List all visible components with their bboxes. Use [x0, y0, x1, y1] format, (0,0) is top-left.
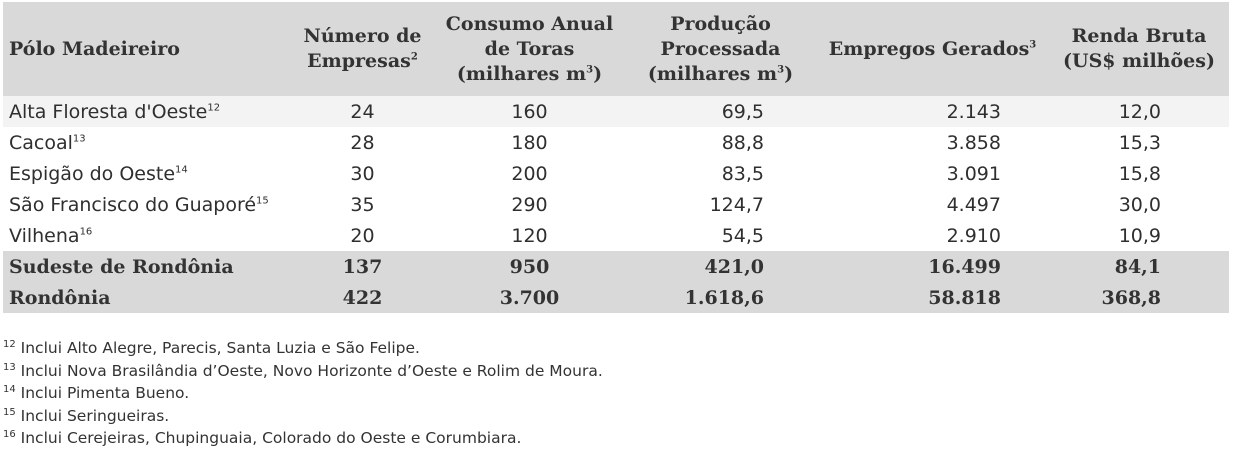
- cell-empregos: 3.091: [816, 158, 1049, 189]
- cell-producao: 83,5: [625, 158, 816, 189]
- cell-renda: 84,1: [1049, 251, 1229, 282]
- cell-empregos: 16.499: [816, 251, 1049, 282]
- total-row-sudeste: Sudeste de Rondônia 137 950 421,0 16.499…: [3, 251, 1229, 282]
- cell-renda: 12,0: [1049, 96, 1229, 127]
- footnote: 12 Inclui Alto Alegre, Parecis, Santa Lu…: [3, 338, 420, 357]
- table-row: Espigão do Oeste14 30 200 83,5 3.091 15,…: [3, 158, 1229, 189]
- cell-name: São Francisco do Guaporé15: [3, 189, 291, 220]
- cell-empresas: 422: [291, 282, 434, 313]
- cell-empresas: 35: [291, 189, 434, 220]
- cell-name: Alta Floresta d'Oeste12: [3, 96, 291, 127]
- cell-consumo: 3.700: [434, 282, 625, 313]
- cell-name: Espigão do Oeste14: [3, 158, 291, 189]
- cell-empregos: 2.910: [816, 220, 1049, 251]
- cell-name: Vilhena16: [3, 220, 291, 251]
- cell-producao: 69,5: [625, 96, 816, 127]
- cell-name: Sudeste de Rondônia: [3, 251, 291, 282]
- footnote: 13 Inclui Nova Brasilândia d’Oeste, Novo…: [3, 361, 603, 380]
- cell-consumo: 290: [434, 189, 625, 220]
- cell-empresas: 137: [291, 251, 434, 282]
- cell-producao: 54,5: [625, 220, 816, 251]
- cell-empregos: 4.497: [816, 189, 1049, 220]
- header-consumo: Consumo Anual de Toras (milhares m3): [434, 2, 625, 96]
- cell-empregos: 3.858: [816, 127, 1049, 158]
- table-row: Cacoal13 28 180 88,8 3.858 15,3: [3, 127, 1229, 158]
- cell-name: Cacoal13: [3, 127, 291, 158]
- cell-renda: 368,8: [1049, 282, 1229, 313]
- header-renda: Renda Bruta (US$ milhões): [1049, 2, 1229, 96]
- cell-empresas: 20: [291, 220, 434, 251]
- cell-consumo: 120: [434, 220, 625, 251]
- cell-empresas: 24: [291, 96, 434, 127]
- header-empregos: Empregos Gerados3: [816, 2, 1049, 96]
- table-row: Alta Floresta d'Oeste12 24 160 69,5 2.14…: [3, 96, 1229, 127]
- table-row: São Francisco do Guaporé15 35 290 124,7 …: [3, 189, 1229, 220]
- cell-consumo: 160: [434, 96, 625, 127]
- cell-producao: 124,7: [625, 189, 816, 220]
- cell-empresas: 30: [291, 158, 434, 189]
- wood-pole-table: Pólo Madeireiro Número de Empresas2 Cons…: [3, 2, 1229, 313]
- cell-producao: 1.618,6: [625, 282, 816, 313]
- data-table-container: Pólo Madeireiro Número de Empresas2 Cons…: [3, 2, 1229, 313]
- footnote: 15 Inclui Seringueiras.: [3, 406, 170, 425]
- cell-renda: 30,0: [1049, 189, 1229, 220]
- cell-renda: 10,9: [1049, 220, 1229, 251]
- cell-name: Rondônia: [3, 282, 291, 313]
- header-row: Pólo Madeireiro Número de Empresas2 Cons…: [3, 2, 1229, 96]
- header-polo: Pólo Madeireiro: [3, 2, 291, 96]
- header-producao: Produção Processada (milhares m3): [625, 2, 816, 96]
- cell-consumo: 180: [434, 127, 625, 158]
- cell-empregos: 2.143: [816, 96, 1049, 127]
- footnotes: 12 Inclui Alto Alegre, Parecis, Santa Lu…: [3, 337, 603, 450]
- cell-renda: 15,8: [1049, 158, 1229, 189]
- footnote: 16 Inclui Cerejeiras, Chupinguaia, Color…: [3, 429, 522, 448]
- total-row-rondonia: Rondônia 422 3.700 1.618,6 58.818 368,8: [3, 282, 1229, 313]
- cell-consumo: 950: [434, 251, 625, 282]
- cell-producao: 88,8: [625, 127, 816, 158]
- cell-producao: 421,0: [625, 251, 816, 282]
- cell-empresas: 28: [291, 127, 434, 158]
- cell-consumo: 200: [434, 158, 625, 189]
- cell-empregos: 58.818: [816, 282, 1049, 313]
- table-row: Vilhena16 20 120 54,5 2.910 10,9: [3, 220, 1229, 251]
- footnote: 14 Inclui Pimenta Bueno.: [3, 384, 190, 403]
- cell-renda: 15,3: [1049, 127, 1229, 158]
- header-empresas: Número de Empresas2: [291, 2, 434, 96]
